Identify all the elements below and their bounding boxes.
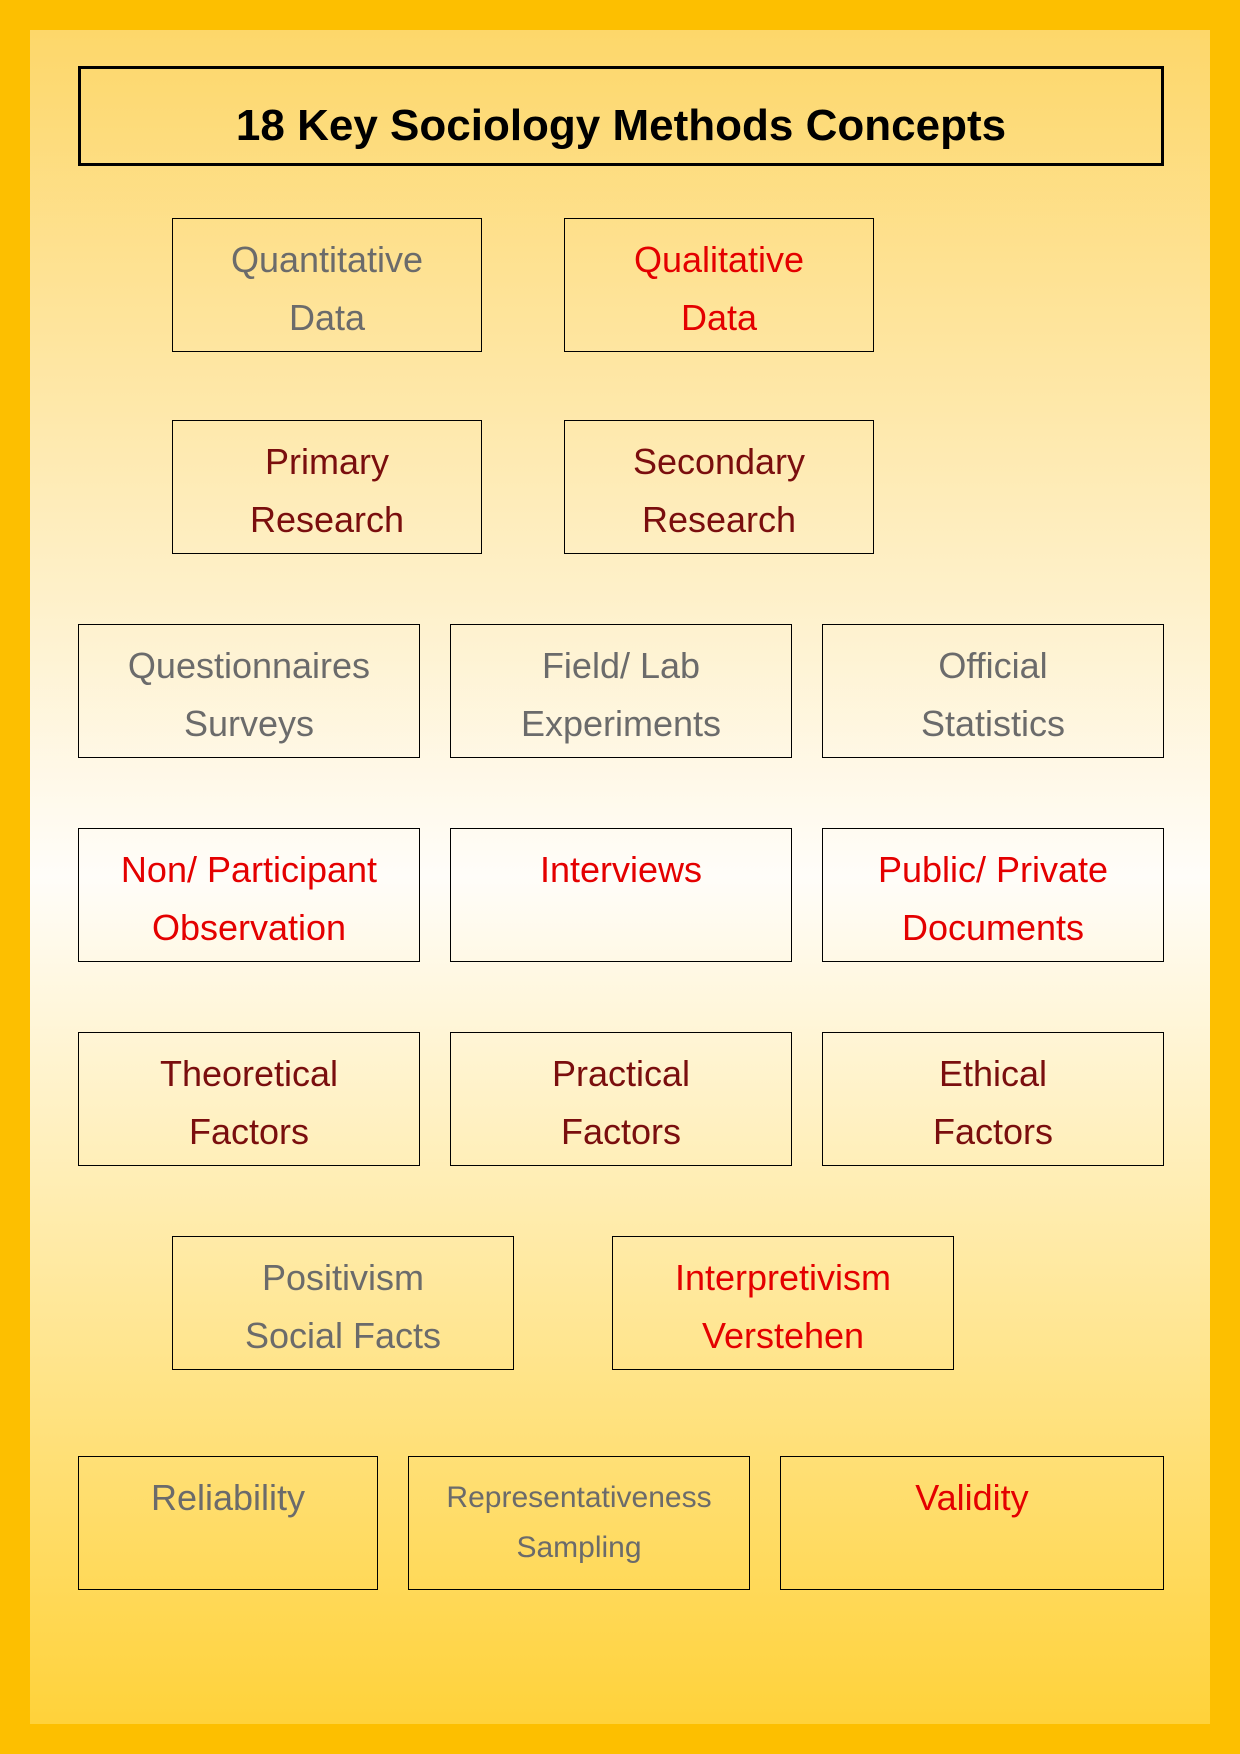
box-line: Primary	[265, 433, 389, 491]
box-line: Field/ Lab	[542, 637, 700, 695]
box-line: Ethical	[939, 1045, 1047, 1103]
box-line: 18 Key Sociology Methods Concepts	[236, 93, 1006, 159]
box-line: Positivism	[262, 1249, 424, 1307]
concept-box-primary-research: PrimaryResearch	[172, 420, 482, 554]
box-line: Interviews	[540, 841, 702, 899]
page-title: 18 Key Sociology Methods Concepts	[78, 66, 1164, 166]
box-line: Questionnaires	[128, 637, 370, 695]
concept-box-questionnaires: QuestionnairesSurveys	[78, 624, 420, 758]
concept-box-qual-data: QualitativeData	[564, 218, 874, 352]
box-line: Practical	[552, 1045, 690, 1103]
box-line: Factors	[189, 1103, 309, 1161]
box-line: Observation	[152, 899, 346, 957]
concept-box-positivism: PositivismSocial Facts	[172, 1236, 514, 1370]
box-line: Research	[642, 491, 796, 549]
concept-box-theoretical: TheoreticalFactors	[78, 1032, 420, 1166]
box-line: Qualitative	[634, 231, 804, 289]
box-line: Official	[938, 637, 1047, 695]
box-line: Experiments	[521, 695, 721, 753]
box-line: Theoretical	[160, 1045, 338, 1103]
concept-box-interviews: Interviews	[450, 828, 792, 962]
box-line: Data	[681, 289, 757, 347]
box-line: Social Facts	[245, 1307, 441, 1365]
box-line: Quantitative	[231, 231, 423, 289]
box-line: Data	[289, 289, 365, 347]
box-line: Sampling	[516, 1523, 641, 1573]
box-line: Factors	[561, 1103, 681, 1161]
concept-box-interpretivism: InterpretivismVerstehen	[612, 1236, 954, 1370]
box-line: Non/ Participant	[121, 841, 377, 899]
diagram-canvas: 18 Key Sociology Methods Concepts Quantit…	[0, 0, 1240, 1754]
concept-box-reliability: Reliability	[78, 1456, 378, 1590]
box-line: Representativeness	[446, 1473, 711, 1523]
box-line: Surveys	[184, 695, 314, 753]
box-line: Interpretivism	[675, 1249, 891, 1307]
concept-box-quant-data: QuantitativeData	[172, 218, 482, 352]
concept-box-representativeness: RepresentativenessSampling	[408, 1456, 750, 1590]
concept-box-experiments: Field/ LabExperiments	[450, 624, 792, 758]
box-line: Verstehen	[702, 1307, 864, 1365]
concept-box-practical: PracticalFactors	[450, 1032, 792, 1166]
concept-box-observation: Non/ ParticipantObservation	[78, 828, 420, 962]
box-line: Reliability	[151, 1469, 305, 1527]
concept-box-documents: Public/ PrivateDocuments	[822, 828, 1164, 962]
box-line: Research	[250, 491, 404, 549]
concept-box-secondary-research: SecondaryResearch	[564, 420, 874, 554]
box-line: Validity	[915, 1469, 1028, 1527]
box-line: Public/ Private	[878, 841, 1108, 899]
box-line: Factors	[933, 1103, 1053, 1161]
box-line: Documents	[902, 899, 1084, 957]
box-line: Secondary	[633, 433, 805, 491]
concept-box-official-stats: OfficialStatistics	[822, 624, 1164, 758]
concept-box-ethical: EthicalFactors	[822, 1032, 1164, 1166]
box-line: Statistics	[921, 695, 1065, 753]
concept-box-validity: Validity	[780, 1456, 1164, 1590]
